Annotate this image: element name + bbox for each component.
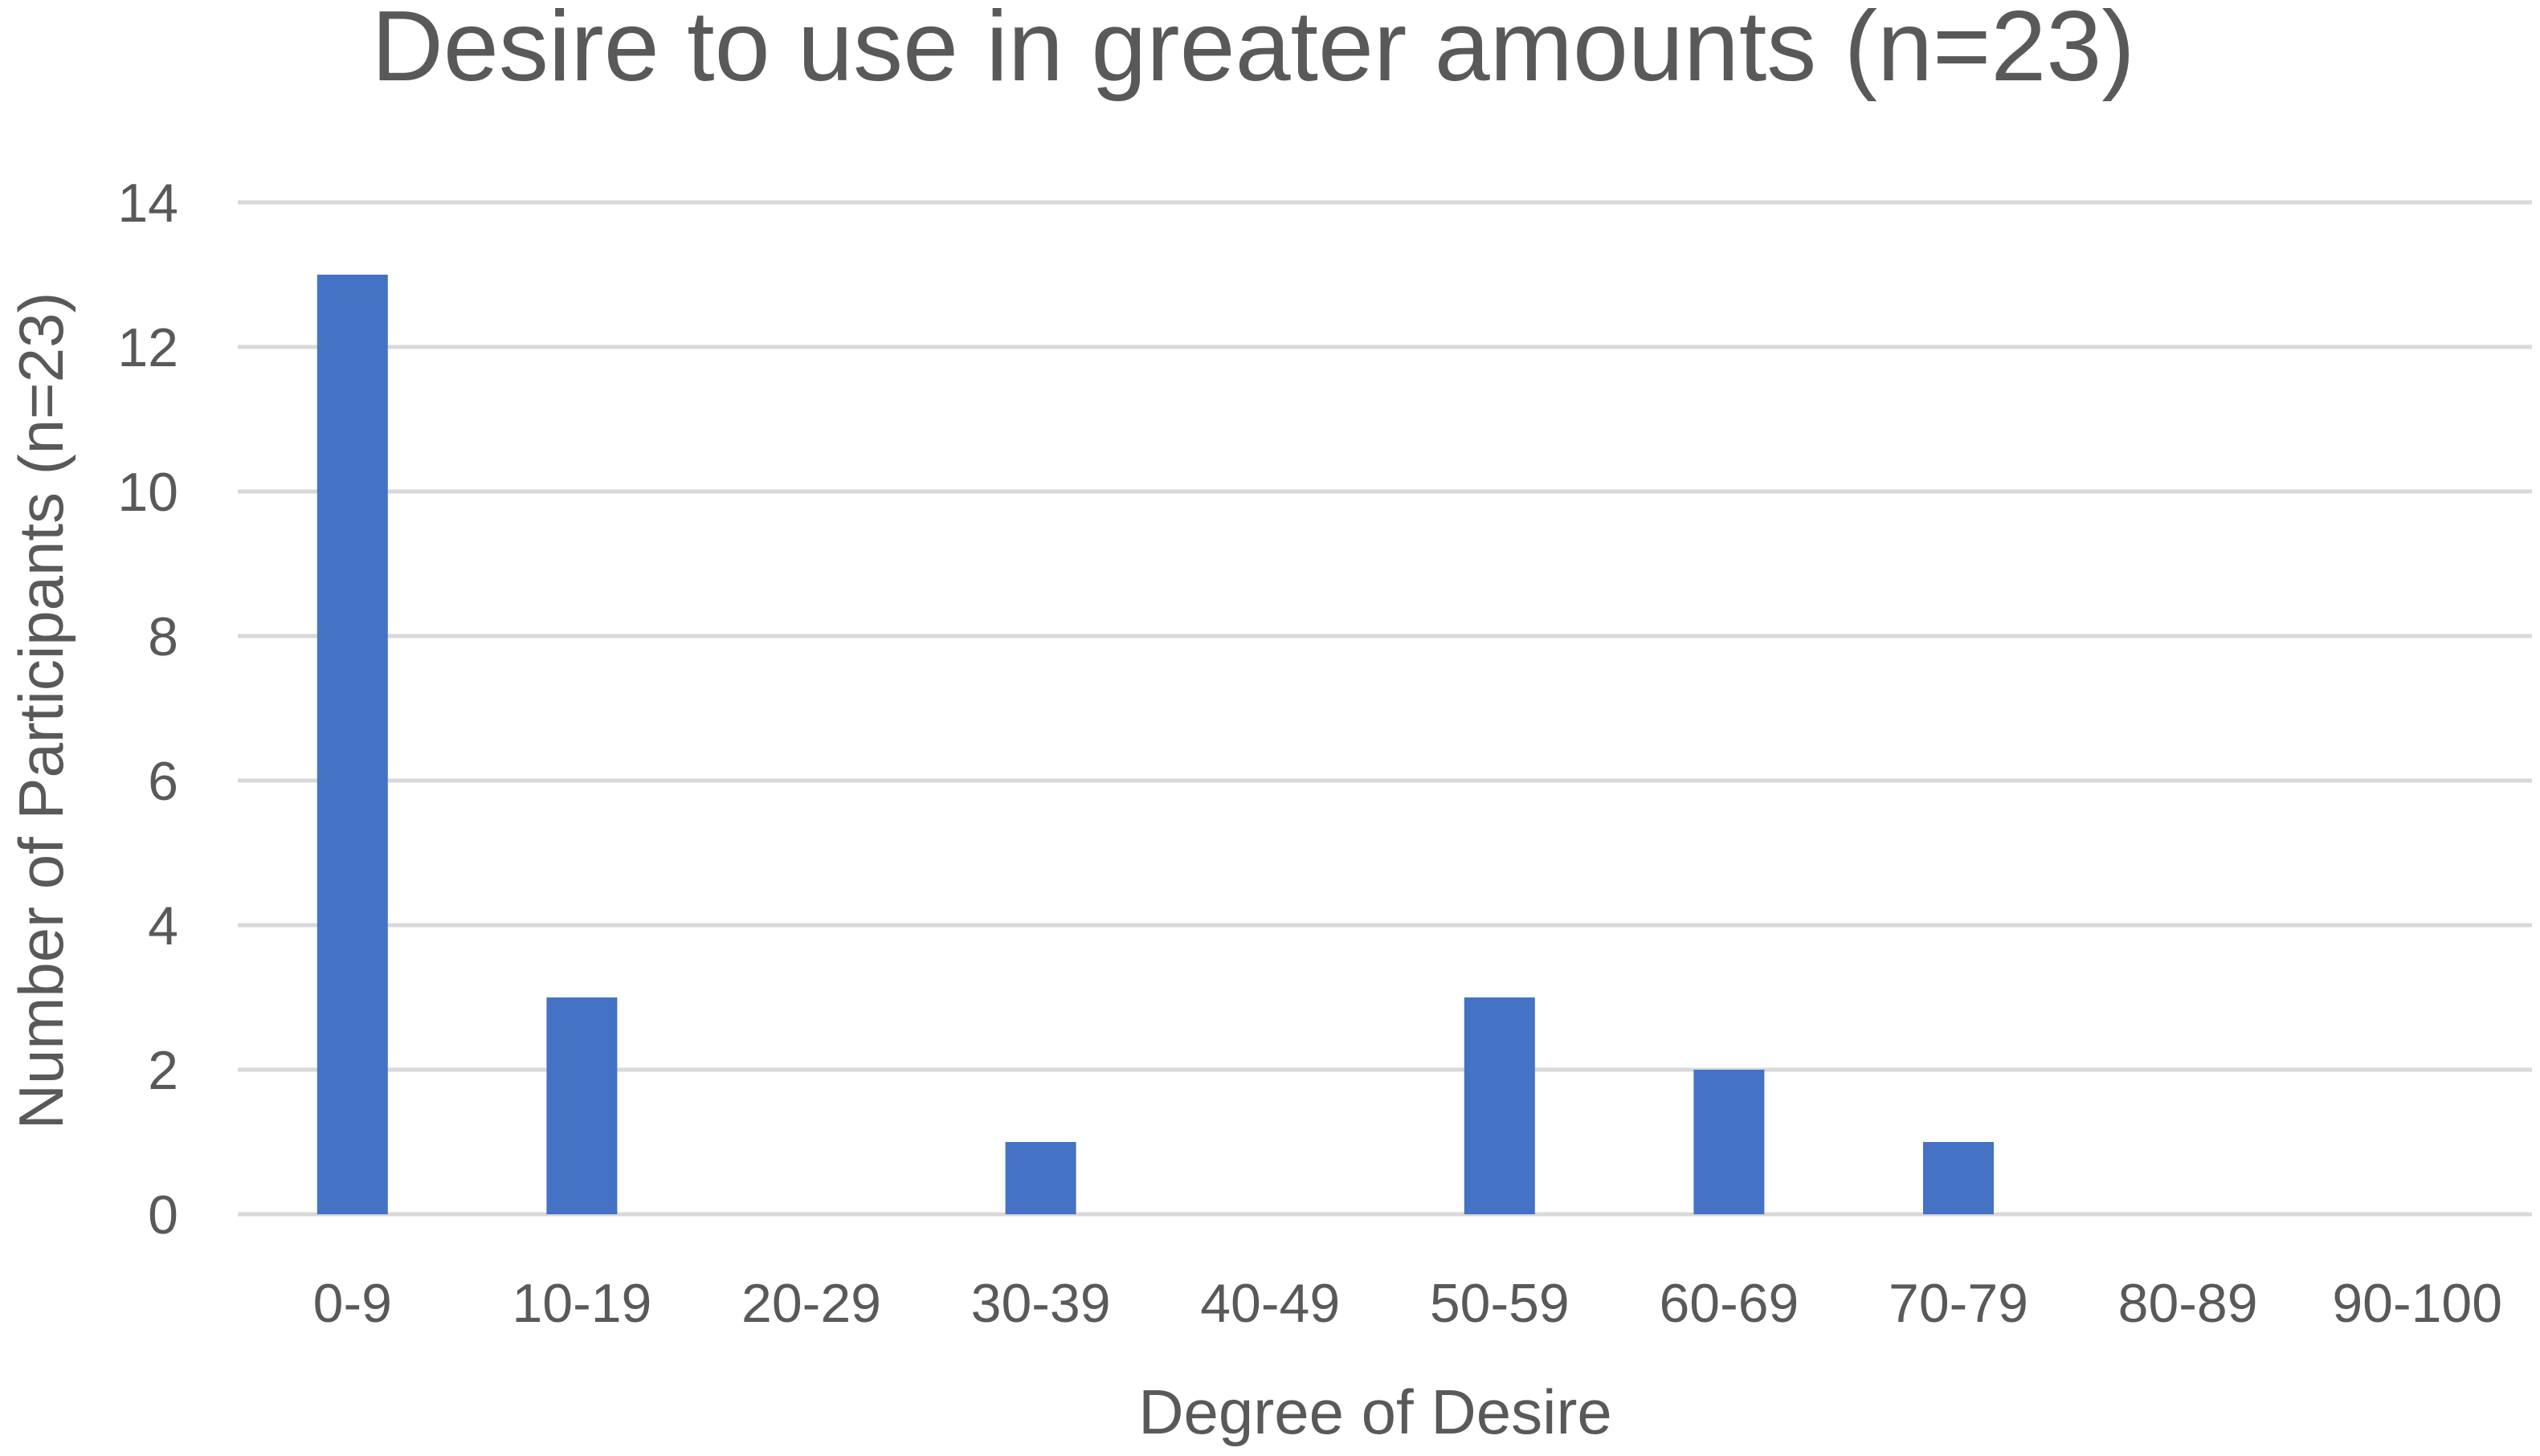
bar-70-79 — [1923, 1142, 1994, 1214]
x-tick-label: 90-100 — [2332, 1273, 2502, 1334]
x-axis-ticks: 0-9 10-19 20-29 30-39 40-49 50-59 60-69 70-79 80… — [313, 1273, 2502, 1334]
x-tick-label: 20-29 — [741, 1273, 881, 1334]
bar-10-19 — [546, 997, 618, 1214]
x-tick-label: 0-9 — [313, 1273, 392, 1334]
y-tick-label: 2 — [148, 1040, 178, 1101]
y-tick-label: 0 — [148, 1185, 178, 1246]
gridlines — [238, 200, 2532, 1217]
y-axis-title: Number of Participants (n=23) — [6, 292, 76, 1130]
bar-0-9 — [316, 275, 388, 1214]
bar-50-59 — [1464, 997, 1535, 1214]
bars — [316, 275, 1994, 1214]
y-tick-label: 6 — [148, 751, 178, 812]
y-tick-label: 4 — [148, 895, 178, 956]
chart-title: Desire to use in greater amounts (n=23) — [371, 0, 2134, 102]
x-tick-label: 10-19 — [512, 1273, 651, 1334]
x-tick-label: 80-89 — [2118, 1273, 2258, 1334]
x-axis-title: Degree of Desire — [1138, 1376, 1612, 1447]
bar-60-69 — [1693, 1070, 1765, 1214]
x-tick-label: 40-49 — [1200, 1273, 1340, 1334]
x-tick-label: 50-59 — [1430, 1273, 1570, 1334]
bar-30-39 — [1005, 1142, 1076, 1214]
y-tick-label: 10 — [117, 462, 178, 523]
x-tick-label: 70-79 — [1889, 1273, 2028, 1334]
x-tick-label: 30-39 — [971, 1273, 1111, 1334]
y-tick-label: 12 — [117, 317, 178, 378]
x-tick-label: 60-69 — [1659, 1273, 1799, 1334]
y-tick-label: 14 — [117, 173, 178, 234]
y-tick-label: 8 — [148, 606, 178, 667]
y-axis-ticks: 0 2 4 6 8 10 12 14 — [117, 173, 178, 1246]
